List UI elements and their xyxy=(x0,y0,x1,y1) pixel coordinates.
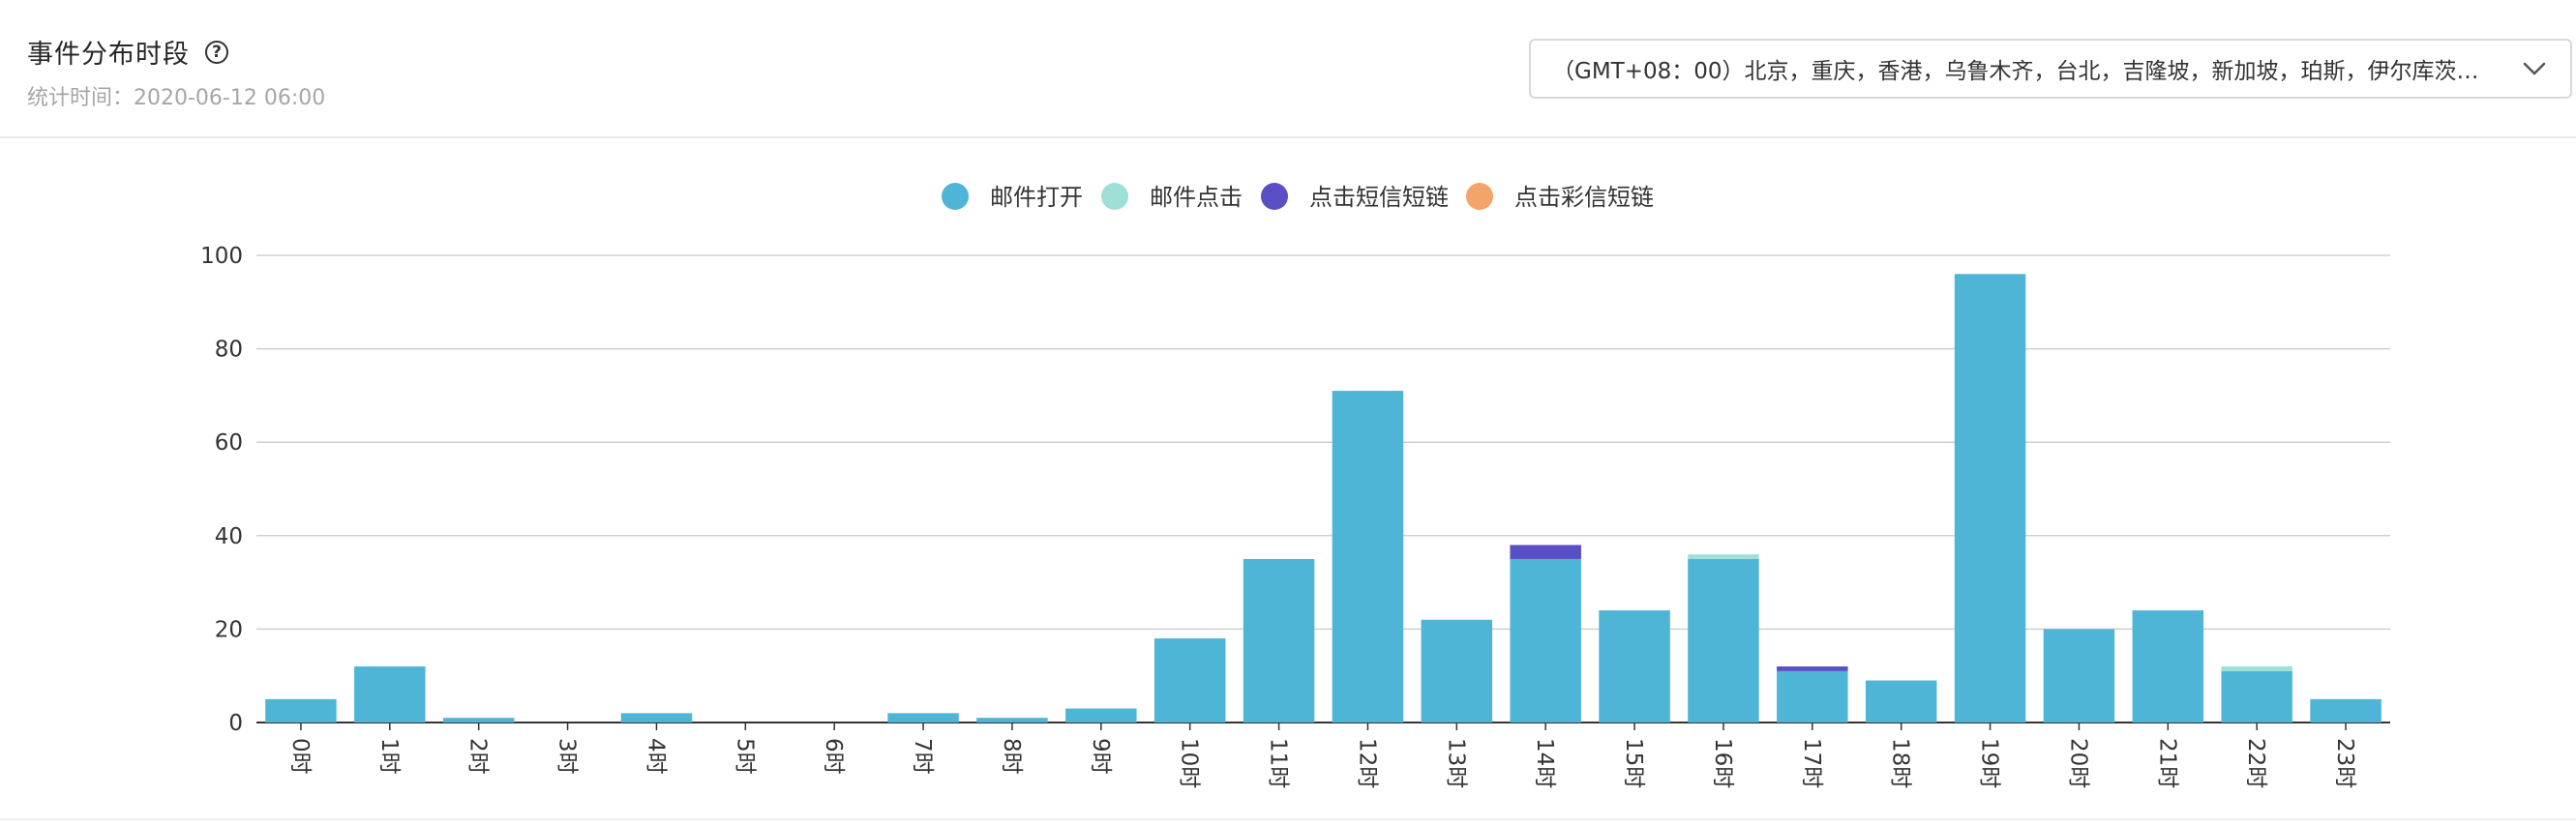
legend-marker-0[interactable] xyxy=(942,183,969,210)
legend-marker-2[interactable] xyxy=(1261,183,1288,210)
question-circle-icon[interactable]: ? xyxy=(205,40,228,64)
chart-grid xyxy=(256,254,2390,631)
x-tick-label-4: 4时 xyxy=(643,738,668,775)
page-title: 事件分布时段 xyxy=(27,40,190,70)
bar-16时-series-0[interactable] xyxy=(1688,558,1759,723)
bar-9时-series-0[interactable] xyxy=(1065,708,1137,723)
bar-23时-series-0[interactable] xyxy=(2310,698,2381,723)
bar-2时-series-0[interactable] xyxy=(442,718,515,723)
bar-12时-series-0[interactable] xyxy=(1332,391,1404,723)
y-tick-label-80: 80 xyxy=(215,338,243,363)
bar-22时-series-1[interactable] xyxy=(2221,666,2292,671)
x-tick-label-18: 18时 xyxy=(1888,738,1913,788)
bar-19时-series-0[interactable] xyxy=(1954,274,2026,723)
x-tick-label-17: 17时 xyxy=(1799,738,1824,788)
x-tick-label-11: 11时 xyxy=(1266,738,1291,788)
bar-14时-series-0[interactable] xyxy=(1510,558,1581,723)
x-tick-label-5: 5时 xyxy=(732,738,757,775)
x-tick-label-21: 21时 xyxy=(2154,738,2179,788)
x-tick-label-0: 0时 xyxy=(287,738,313,775)
chart-bars xyxy=(265,274,2381,723)
y-tick-label-60: 60 xyxy=(215,430,243,456)
y-tick-label-0: 0 xyxy=(228,711,243,736)
bar-14时-series-2[interactable] xyxy=(1510,545,1581,559)
x-tick-label-13: 13时 xyxy=(1443,738,1468,788)
bar-17时-series-2[interactable] xyxy=(1777,666,1848,671)
bar-21时-series-0[interactable] xyxy=(2132,610,2204,723)
chart-header: 事件分布时段 ? 统计时间：2020-06-12 06:00 （GMT+08：0… xyxy=(0,0,2576,138)
x-axis: 0时 1时 2时 3时 4时 5时 6时 7时 8时 9时 10时 11时 12时 13时 14时 15时 16… xyxy=(287,723,2357,788)
bar-11时-series-0[interactable] xyxy=(1243,558,1315,723)
chevron-down-icon xyxy=(2518,52,2551,85)
y-tick-label-100: 100 xyxy=(200,244,243,269)
legend-marker-3[interactable] xyxy=(1466,183,1493,210)
bar-16时-series-1[interactable] xyxy=(1688,554,1759,559)
timezone-select[interactable]: （GMT+08：00）北京，重庆，香港，乌鲁木齐，台北，吉隆坡，新加坡，珀斯，伊… xyxy=(1529,39,2572,99)
bar-7时-series-0[interactable] xyxy=(887,713,959,723)
x-tick-label-20: 20时 xyxy=(2065,738,2090,788)
bar-13时-series-0[interactable] xyxy=(1421,619,1493,723)
x-tick-label-19: 19时 xyxy=(1977,738,2002,788)
x-tick-label-16: 16时 xyxy=(1710,738,1735,788)
x-tick-label-1: 1时 xyxy=(376,738,402,775)
bar-17时-series-0[interactable] xyxy=(1777,670,1848,723)
legend-label-1[interactable]: 邮件点击 xyxy=(1150,184,1243,211)
bar-10时-series-0[interactable] xyxy=(1153,638,1226,723)
x-tick-label-8: 8时 xyxy=(999,738,1024,775)
bar-0时-series-0[interactable] xyxy=(265,698,337,723)
x-tick-label-12: 12时 xyxy=(1354,738,1379,788)
bar-22时-series-0[interactable] xyxy=(2221,670,2292,723)
title-row: 事件分布时段 ? xyxy=(27,33,228,71)
chart-legend: 邮件打开 邮件点击 点击短信短链 点击彩信短链 xyxy=(942,183,1654,211)
bar-20时-series-0[interactable] xyxy=(2043,629,2115,723)
bar-18时-series-0[interactable] xyxy=(1865,680,1937,723)
bar-15时-series-0[interactable] xyxy=(1599,610,1670,723)
event-distribution-chart: 邮件打开 邮件点击 点击短信短链 点击彩信短链 0 20 40 60 80 100 0时 1时 2时… xyxy=(0,138,2576,822)
x-tick-label-9: 9时 xyxy=(1088,738,1113,775)
y-tick-label-40: 40 xyxy=(215,524,243,549)
bar-1时-series-0[interactable] xyxy=(354,666,426,723)
y-axis: 0 20 40 60 80 100 xyxy=(200,244,2390,736)
legend-label-0[interactable]: 邮件打开 xyxy=(990,184,1083,211)
bar-4时-series-0[interactable] xyxy=(620,713,693,723)
x-tick-label-3: 3时 xyxy=(554,738,580,775)
x-tick-label-23: 23时 xyxy=(2332,738,2357,788)
divider xyxy=(0,818,2576,820)
x-tick-label-14: 14时 xyxy=(1532,738,1557,788)
stat-time-label: 统计时间：2020-06-12 06:00 xyxy=(27,86,326,110)
x-tick-label-15: 15时 xyxy=(1621,738,1646,788)
chart-svg: 邮件打开 邮件点击 点击短信短链 点击彩信短链 0 20 40 60 80 100 0时 1时 2时… xyxy=(200,183,2390,788)
x-tick-label-2: 2时 xyxy=(465,738,491,775)
bar-8时-series-0[interactable] xyxy=(976,718,1048,723)
legend-marker-1[interactable] xyxy=(1101,183,1128,210)
legend-label-3[interactable]: 点击彩信短链 xyxy=(1514,184,1654,211)
x-tick-label-22: 22时 xyxy=(2243,738,2268,788)
x-tick-label-7: 7时 xyxy=(910,738,935,775)
timezone-select-value: （GMT+08：00）北京，重庆，香港，乌鲁木齐，台北，吉隆坡，新加坡，珀斯，伊… xyxy=(1552,59,2479,84)
x-tick-label-6: 6时 xyxy=(821,738,846,775)
y-tick-label-20: 20 xyxy=(215,617,243,642)
legend-label-2[interactable]: 点击短信短链 xyxy=(1309,184,1449,211)
x-tick-label-10: 10时 xyxy=(1177,738,1202,788)
